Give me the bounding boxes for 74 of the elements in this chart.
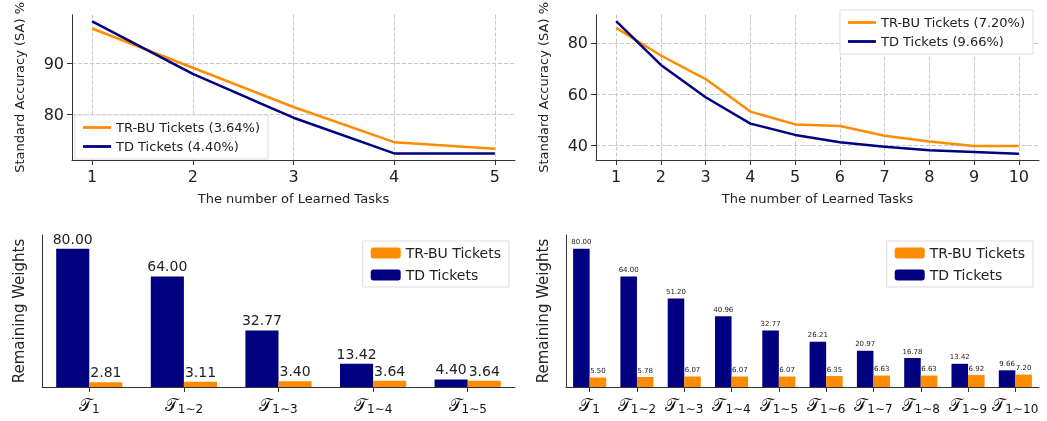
x-axis-title: The number of Learned Tasks xyxy=(720,191,914,206)
legend-label: TR-BU Tickets (3.64%) xyxy=(115,120,261,135)
data-label: 13.42 xyxy=(336,345,377,362)
legend-label: TD Tickets xyxy=(404,267,479,283)
legend-label: TD Tickets (9.66%) xyxy=(879,34,1004,49)
x-tick-label: 5 xyxy=(489,166,500,186)
x-tick-label: 1 xyxy=(87,166,98,186)
bar xyxy=(278,381,312,387)
bar xyxy=(339,363,374,387)
bar xyxy=(968,375,985,387)
data-label: 3.40 xyxy=(279,363,311,380)
bar xyxy=(373,380,407,387)
x-tick-label: 3 xyxy=(288,166,299,186)
data-label: 80.00 xyxy=(52,230,93,247)
legend-label: TD Tickets (4.40%) xyxy=(115,139,239,154)
bar xyxy=(56,248,90,387)
data-label: 32.77 xyxy=(241,312,282,329)
x-axis-title: The number of Learned Tasks xyxy=(196,191,390,206)
y-axis-title: Standard Accuracy (SA) % xyxy=(12,1,27,173)
data-label: 2.81 xyxy=(90,364,122,381)
x-tick-label: 8 xyxy=(924,166,935,186)
x-tick-label: 10 xyxy=(1008,166,1030,186)
x-tick-label: 5 xyxy=(790,166,801,186)
y-tick-label: 60 xyxy=(567,84,588,104)
y-axis-title: Remaining Weights xyxy=(533,238,552,384)
bar xyxy=(778,376,796,387)
bar xyxy=(434,379,468,387)
y-tick-label: 90 xyxy=(43,54,64,74)
y-tick-label: 80 xyxy=(567,33,588,53)
bar xyxy=(684,376,701,387)
x-tick-label: 6 xyxy=(834,166,845,186)
bar xyxy=(636,377,654,387)
x-tick-label: 9 xyxy=(969,166,980,186)
bar xyxy=(183,381,218,387)
y-axis-title: Standard Accuracy (SA) % xyxy=(536,1,551,173)
data-label: 64.00 xyxy=(147,258,188,275)
bar xyxy=(573,248,590,387)
data-label: 3.11 xyxy=(184,363,217,380)
bar xyxy=(245,330,279,387)
data-label: 3.64 xyxy=(374,362,406,379)
data-label: 4.40 xyxy=(435,361,467,378)
bar xyxy=(826,376,843,387)
y-tick-label: 40 xyxy=(567,135,588,155)
bar xyxy=(731,376,749,387)
y-axis-title: Remaining Weights xyxy=(9,238,28,384)
bar xyxy=(998,370,1016,387)
x-tick-label: 7 xyxy=(879,166,890,186)
bar xyxy=(762,330,779,387)
legend-label: TR-BU Tickets (7.20%) xyxy=(879,15,1026,30)
legend-label: TR-BU Tickets xyxy=(404,245,501,261)
x-tick-label: 1 xyxy=(611,166,622,186)
legend-label: TR-BU Tickets xyxy=(928,245,1025,261)
bar xyxy=(951,363,969,387)
bar xyxy=(667,298,685,387)
bar xyxy=(809,341,827,387)
bar xyxy=(904,358,921,387)
data-label: 3.64 xyxy=(468,362,500,379)
x-tick-label: 4 xyxy=(389,166,400,186)
bar xyxy=(467,380,501,387)
legend-label: TD Tickets xyxy=(928,267,1003,283)
bar xyxy=(89,382,123,387)
bar xyxy=(715,316,732,387)
x-tick-label: 4 xyxy=(745,166,756,186)
bar xyxy=(620,276,637,387)
bar xyxy=(873,375,891,387)
bar xyxy=(150,276,184,387)
bar xyxy=(856,350,874,387)
bar xyxy=(589,377,607,387)
x-tick-label: 2 xyxy=(655,166,666,186)
x-tick-label: 3 xyxy=(700,166,711,186)
bar xyxy=(920,375,938,387)
y-tick-label: 80 xyxy=(43,105,64,125)
bar xyxy=(1015,374,1032,387)
x-tick-label: 2 xyxy=(187,166,198,186)
